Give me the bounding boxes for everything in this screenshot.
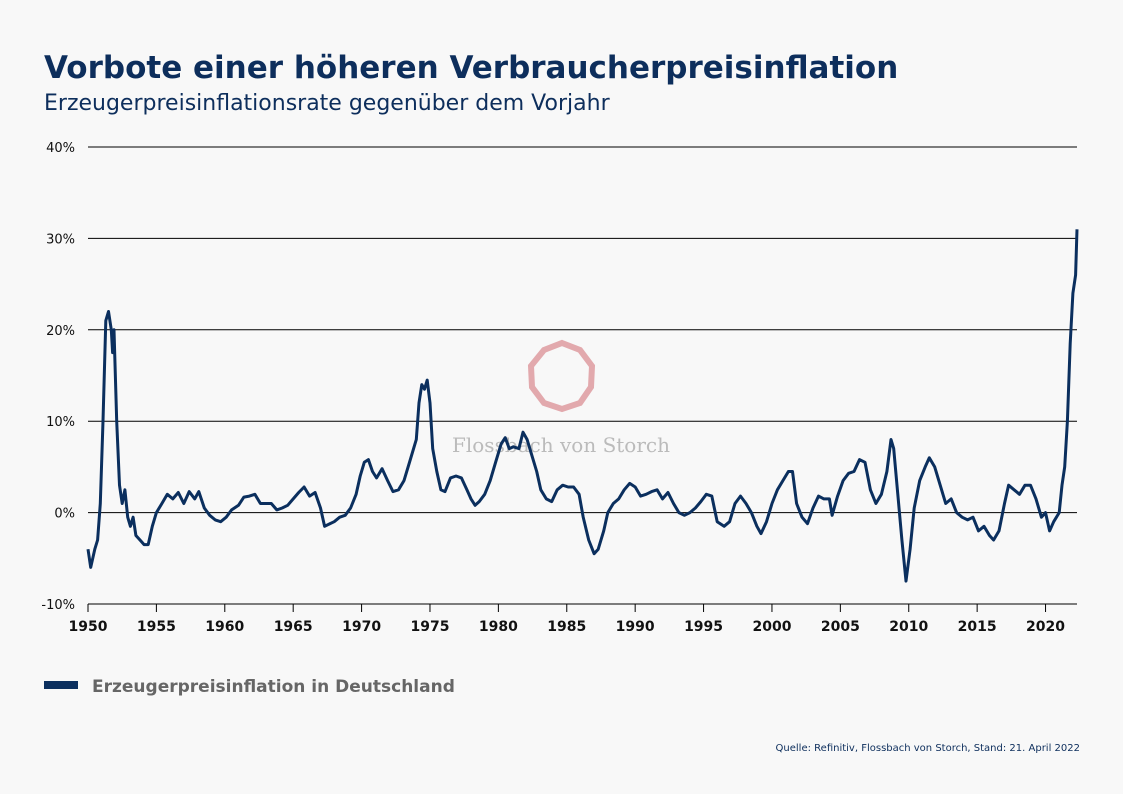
x-tick-label: 1985 (547, 619, 586, 635)
x-tick-label: 1990 (616, 619, 655, 635)
legend-label: Erzeugerpreisinflation in Deutschland (92, 677, 455, 697)
x-tick-label: 1955 (137, 619, 176, 635)
x-tick-label: 1965 (274, 619, 313, 635)
y-tick-label: 20% (46, 324, 75, 339)
x-tick-label: 2015 (958, 619, 997, 635)
x-tick-label: 1995 (684, 619, 723, 635)
x-tick-label: 2010 (889, 619, 928, 635)
watermark: Flossbach von Storch (452, 433, 670, 457)
legend-swatch (44, 681, 78, 689)
watermark-logo (527, 339, 596, 413)
x-tick-label: 1950 (69, 619, 108, 635)
series-line (86, 229, 1079, 583)
x-tick-label: 2000 (752, 619, 791, 635)
x-tick-label: 2020 (1026, 619, 1065, 635)
y-tick-label: 10% (46, 415, 75, 430)
x-tick-label: 1975 (410, 619, 449, 635)
x-tick-label: 1970 (342, 619, 381, 635)
x-tick-label: 2005 (821, 619, 860, 635)
x-tick-label: 1980 (479, 619, 518, 635)
y-tick-label: 0% (54, 507, 75, 522)
chart-subtitle: Erzeugerpreisinflationsrate gegenüber de… (44, 91, 611, 116)
source-note: Quelle: Refinitiv, Flossbach von Storch,… (776, 743, 1080, 754)
x-tick-label: 1960 (205, 619, 244, 635)
chart-title: Vorbote einer höheren Verbraucherpreisin… (44, 50, 898, 86)
y-tick-label: 40% (46, 141, 75, 156)
y-tick-label: 30% (46, 232, 75, 247)
y-tick-label: -10% (41, 598, 75, 613)
